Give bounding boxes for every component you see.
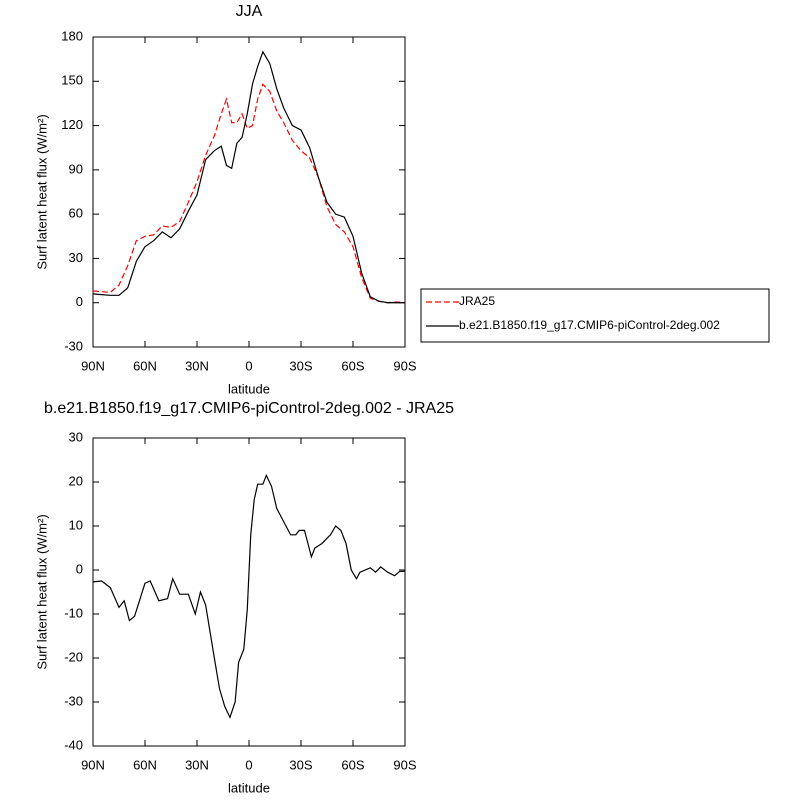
y-tick-label: -10 [64, 605, 83, 620]
x-tick-label: 60S [341, 358, 364, 373]
y-tick-label: 90 [69, 161, 83, 176]
y-tick-label: 30 [69, 429, 83, 444]
data-line [92, 473, 405, 720]
y-tick-label: 10 [69, 517, 83, 532]
y-axis-label: Surf latent heat flux (W/m²) [34, 514, 49, 669]
y-tick-label: 20 [69, 473, 83, 488]
x-tick-label: 30S [289, 358, 312, 373]
chart-title: JJA [236, 3, 263, 20]
x-tick-label: 0 [245, 757, 252, 772]
x-tick-label: 60N [133, 757, 157, 772]
y-tick-label: 180 [61, 28, 83, 43]
chart-title: b.e21.B1850.f19_g17.CMIP6-piControl-2deg… [44, 400, 454, 417]
plot-frame [92, 437, 406, 747]
data-line [92, 50, 405, 304]
x-axis-label: latitude [228, 381, 270, 396]
y-tick-label: 60 [69, 206, 83, 221]
y-tick-label: 0 [76, 561, 83, 576]
x-axis-label: latitude [228, 780, 270, 795]
y-axis-label: Surf latent heat flux (W/m²) [34, 114, 49, 269]
x-tick-label: 90S [393, 757, 416, 772]
y-tick-label: -30 [64, 338, 83, 353]
y-tick-label: -20 [64, 649, 83, 664]
x-tick-label: 30N [185, 757, 209, 772]
x-tick-label: 60S [341, 757, 364, 772]
y-tick-label: 30 [69, 250, 83, 265]
data-line [92, 83, 406, 304]
y-tick-label: 150 [61, 73, 83, 88]
x-tick-label: 0 [245, 358, 252, 373]
y-tick-label: 120 [61, 117, 83, 132]
x-tick-label: 60N [133, 358, 157, 373]
y-tick-label: -40 [64, 737, 83, 752]
x-tick-label: 90S [393, 358, 416, 373]
x-tick-label: 90N [81, 757, 105, 772]
x-tick-label: 30N [185, 358, 209, 373]
y-tick-label: -30 [64, 693, 83, 708]
x-tick-label: 90N [81, 358, 105, 373]
x-tick-label: 30S [289, 757, 312, 772]
y-tick-label: 0 [76, 294, 83, 309]
legend-box [420, 288, 770, 343]
plot-frame [92, 36, 406, 348]
legend-label: JRA25 [459, 294, 495, 308]
legend-label: b.e21.B1850.f19_g17.CMIP6-piControl-2deg… [459, 318, 720, 332]
